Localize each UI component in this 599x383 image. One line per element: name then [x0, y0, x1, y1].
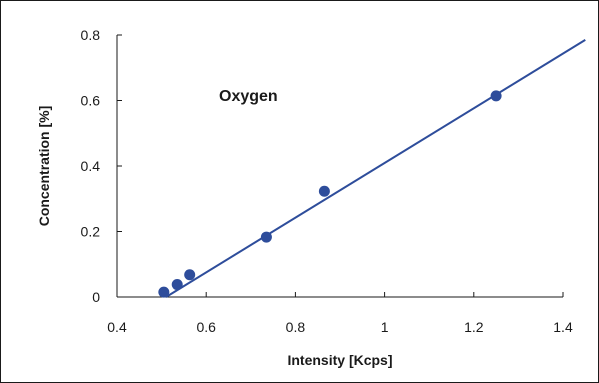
x-tick-label: 0.8: [286, 319, 306, 335]
y-tick-label: 0: [92, 289, 100, 305]
y-tick-label: 0.8: [81, 27, 101, 43]
x-tick-label: 1.4: [553, 319, 573, 335]
y-axis-title: Concentration [%]: [36, 106, 52, 227]
y-ticks: 0 0.2 0.4 0.6 0.8: [81, 27, 122, 305]
x-tick-label: 1.2: [464, 319, 484, 335]
data-point: [260, 231, 272, 243]
y-tick-label: 0.4: [81, 158, 101, 174]
x-axis-title: Intensity [Kcps]: [287, 352, 392, 368]
data-point: [171, 279, 183, 291]
data-point: [184, 269, 196, 281]
axes: [116, 35, 563, 298]
y-tick-label: 0.2: [81, 224, 101, 240]
chart-annotation-oxygen: Oxygen: [219, 88, 278, 105]
x-tick-label: 0.6: [196, 319, 216, 335]
x-tick-label: 0.4: [107, 319, 127, 335]
trendline-group: [165, 39, 586, 298]
data-point: [158, 286, 170, 298]
data-point: [490, 90, 502, 102]
data-points: [158, 90, 502, 298]
x-tick-label: 1: [381, 319, 389, 335]
y-tick-label: 0.6: [81, 93, 101, 109]
trendline: [165, 39, 586, 298]
x-ticks: 0.4 0.6 0.8 1 1.2 1.4: [107, 292, 573, 335]
data-point: [318, 185, 330, 197]
